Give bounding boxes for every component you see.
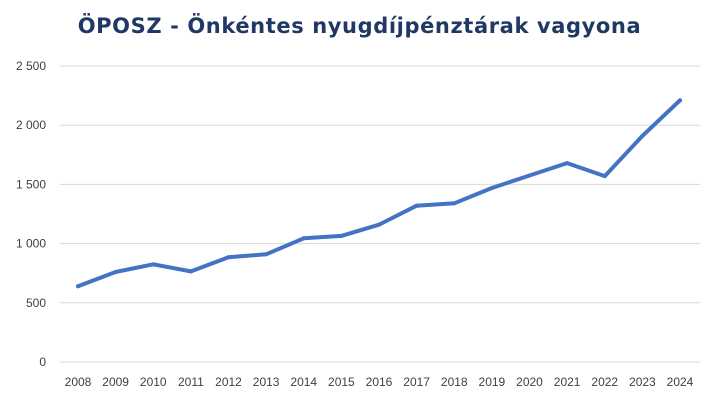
data-point bbox=[226, 255, 231, 260]
gridlines bbox=[60, 65, 700, 363]
y-tick-label: 1 500 bbox=[16, 177, 46, 191]
x-tick-label: 2015 bbox=[328, 375, 355, 389]
x-tick-label: 2023 bbox=[629, 375, 656, 389]
x-tick-label: 2017 bbox=[403, 375, 430, 389]
data-point bbox=[76, 284, 80, 289]
data-point bbox=[489, 185, 494, 190]
x-axis: 2008 2009 2010 2011 2012 2013 2014 2015 2016 2017… bbox=[65, 375, 694, 389]
x-tick-label: 2016 bbox=[366, 375, 393, 389]
data-point bbox=[452, 201, 457, 206]
x-tick-label: 2020 bbox=[516, 375, 543, 389]
data-point bbox=[602, 174, 607, 179]
data-point bbox=[377, 222, 381, 227]
series-layer bbox=[76, 98, 682, 289]
x-tick-label: 2018 bbox=[441, 375, 468, 389]
x-tick-label: 2012 bbox=[215, 375, 242, 389]
x-tick-label: 2008 bbox=[65, 375, 92, 389]
data-point bbox=[339, 233, 344, 238]
series-line bbox=[76, 98, 682, 289]
y-tick-label: 2 500 bbox=[16, 59, 46, 73]
data-point bbox=[565, 161, 570, 166]
data-point bbox=[527, 173, 532, 178]
data-point bbox=[640, 133, 645, 138]
x-tick-label: 2019 bbox=[479, 375, 506, 389]
y-tick-label: 0 bbox=[39, 355, 46, 369]
y-tick-label: 2 000 bbox=[16, 118, 46, 132]
x-tick-label: 2014 bbox=[290, 375, 317, 389]
x-tick-label: 2024 bbox=[667, 375, 694, 389]
chart-title: ÖPOSZ - Önkéntes nyugdíjpénztárak vagyon… bbox=[77, 14, 642, 38]
x-tick-label: 2009 bbox=[102, 375, 129, 389]
data-point bbox=[264, 252, 269, 257]
data-point bbox=[414, 203, 419, 208]
data-point bbox=[188, 269, 193, 274]
x-tick-label: 2021 bbox=[554, 375, 581, 389]
data-point bbox=[678, 98, 682, 103]
y-axis: 0 500 1 000 1 500 2 000 2 500 bbox=[16, 59, 46, 369]
x-tick-label: 2010 bbox=[140, 375, 167, 389]
data-point bbox=[113, 270, 118, 275]
data-point bbox=[151, 262, 156, 267]
data-point bbox=[301, 236, 306, 241]
x-tick-label: 2022 bbox=[591, 375, 618, 389]
x-tick-label: 2011 bbox=[178, 375, 204, 389]
y-tick-label: 500 bbox=[26, 296, 46, 310]
y-tick-label: 1 000 bbox=[16, 237, 46, 251]
x-tick-label: 2013 bbox=[253, 375, 280, 389]
